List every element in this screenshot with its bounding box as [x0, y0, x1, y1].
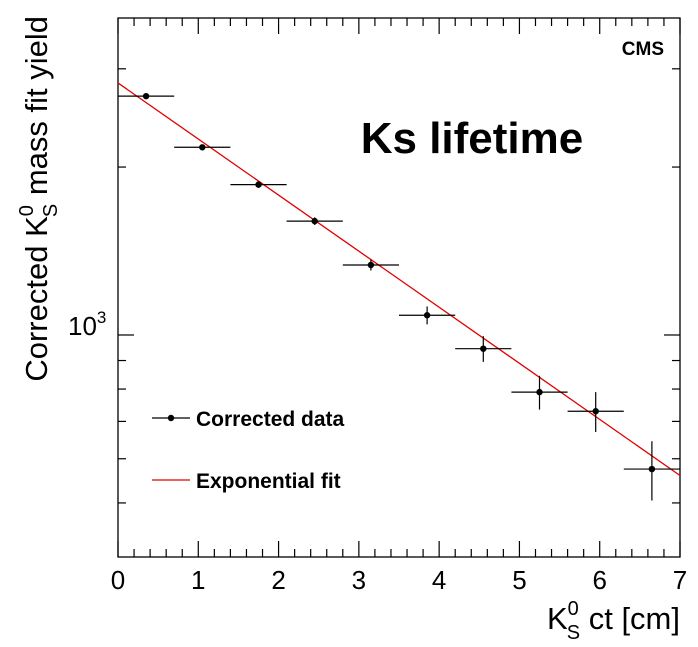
- data-point: [399, 306, 456, 325]
- data-point: [286, 217, 343, 225]
- data-marker: [255, 181, 262, 188]
- data-marker: [648, 465, 656, 473]
- legend-data-marker: [167, 414, 175, 422]
- plot-frame: [117, 17, 681, 558]
- data-point: [567, 392, 624, 433]
- y-axis-label-main: Corrected K: [19, 216, 54, 382]
- y-axis-label-sup: 0: [16, 205, 38, 216]
- data-marker: [199, 144, 206, 151]
- data-point: [342, 259, 399, 271]
- data-point: [230, 181, 287, 188]
- data-marker: [423, 312, 431, 319]
- data-point: [511, 375, 568, 410]
- data-marker: [536, 388, 543, 396]
- data-marker: [311, 217, 318, 225]
- data-marker: [480, 345, 487, 352]
- x-axis-label-sup: 0: [568, 598, 579, 620]
- y-axis-label-rest: mass fit yield: [19, 16, 54, 204]
- x-tick-label: 0: [111, 565, 125, 595]
- data-point: [174, 144, 231, 151]
- x-axis-label-sub: S: [567, 622, 580, 644]
- x-tick-label: 3: [352, 565, 366, 595]
- data-point: [623, 441, 680, 501]
- x-tick-label: 4: [432, 565, 446, 595]
- data-point: [455, 336, 512, 362]
- x-tick-label: 2: [271, 565, 285, 595]
- legend: Corrected data Exponential fit: [152, 408, 345, 493]
- y-tick-label: 103: [68, 308, 106, 341]
- x-tick-label: 5: [512, 565, 526, 595]
- data-marker: [142, 92, 150, 100]
- plot-frame-group: [117, 17, 681, 558]
- x-axis-label-main: K: [547, 601, 568, 636]
- data-points: [118, 92, 680, 501]
- x-tick-label: 1: [191, 565, 205, 595]
- y-axis-label-sub: S: [40, 204, 62, 217]
- y-tick-label-exp: 3: [97, 308, 106, 327]
- annotation-ks-lifetime: Ks lifetime: [361, 114, 584, 163]
- y-tick-label-base: 10: [68, 311, 97, 341]
- legend-data-label: Corrected data: [196, 408, 345, 431]
- legend-fit-label: Exponential fit: [196, 470, 341, 493]
- x-tick-labels: 0 1 2 3 4 5 6 7: [111, 565, 687, 595]
- x-tick-label: 6: [592, 565, 606, 595]
- data-marker: [592, 408, 599, 415]
- x-axis-label-rest: ct [cm]: [580, 601, 680, 636]
- exponential-fit-line: [117, 82, 681, 477]
- x-tick-label: 7: [673, 565, 687, 595]
- axis-ticks: [117, 18, 681, 557]
- y-axis-label: Corrected K0 S mass fit yield: [16, 16, 62, 382]
- data-marker: [367, 261, 375, 269]
- data-point: [118, 92, 175, 100]
- experiment-label: CMS: [622, 39, 664, 60]
- x-axis-label: K0 S ct [cm]: [547, 598, 680, 644]
